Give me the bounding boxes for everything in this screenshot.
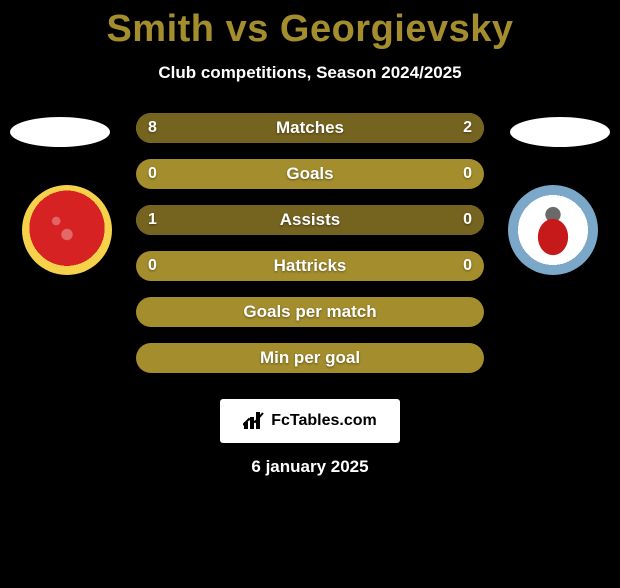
stat-bar-value-right: 0 bbox=[463, 205, 472, 235]
player-photo-right bbox=[510, 117, 610, 147]
stat-bar-value-right: 0 bbox=[463, 159, 472, 189]
stat-bar-label: Hattricks bbox=[136, 251, 484, 281]
stat-bar-row: Goals0 0 bbox=[136, 159, 484, 189]
stat-bar-label: Goals per match bbox=[136, 297, 484, 327]
club-badge-right bbox=[508, 185, 598, 275]
stat-bar-row: Goals per match bbox=[136, 297, 484, 327]
stat-bar-value-left: 0 bbox=[148, 159, 157, 189]
player-photo-left bbox=[10, 117, 110, 147]
comparison-panel: Matches82Goals00Assists10Hattricks00Goal… bbox=[0, 113, 620, 393]
stat-bar-label: Goals bbox=[136, 159, 484, 189]
comparison-subtitle: Club competitions, Season 2024/2025 bbox=[0, 63, 620, 83]
stat-bar-label: Assists bbox=[136, 205, 484, 235]
stat-bars: Matches82Goals00Assists10Hattricks00Goal… bbox=[136, 113, 484, 389]
stat-bar-row: Assists1 0 bbox=[136, 205, 484, 235]
chart-icon bbox=[243, 412, 265, 430]
stat-bar-value-left: 1 bbox=[148, 205, 157, 235]
footer-brand-badge: FcTables.com bbox=[220, 399, 400, 443]
stat-bar-value-left: 8 bbox=[148, 113, 157, 143]
stat-bar-value-right: 0 bbox=[463, 251, 472, 281]
stat-bar-value-right: 2 bbox=[463, 113, 472, 143]
stat-bar-row: Min per goal bbox=[136, 343, 484, 373]
stat-bar-row: Matches8 2 bbox=[136, 113, 484, 143]
stat-bar-label: Matches bbox=[136, 113, 484, 143]
footer-date: 6 january 2025 bbox=[0, 457, 620, 477]
stat-bar-value-left: 0 bbox=[148, 251, 157, 281]
club-badge-left bbox=[22, 185, 112, 275]
comparison-title: Smith vs Georgievsky bbox=[0, 8, 620, 51]
stat-bar-label: Min per goal bbox=[136, 343, 484, 373]
footer-brand-text: FcTables.com bbox=[271, 412, 377, 430]
stat-bar-row: Hattricks0 0 bbox=[136, 251, 484, 281]
